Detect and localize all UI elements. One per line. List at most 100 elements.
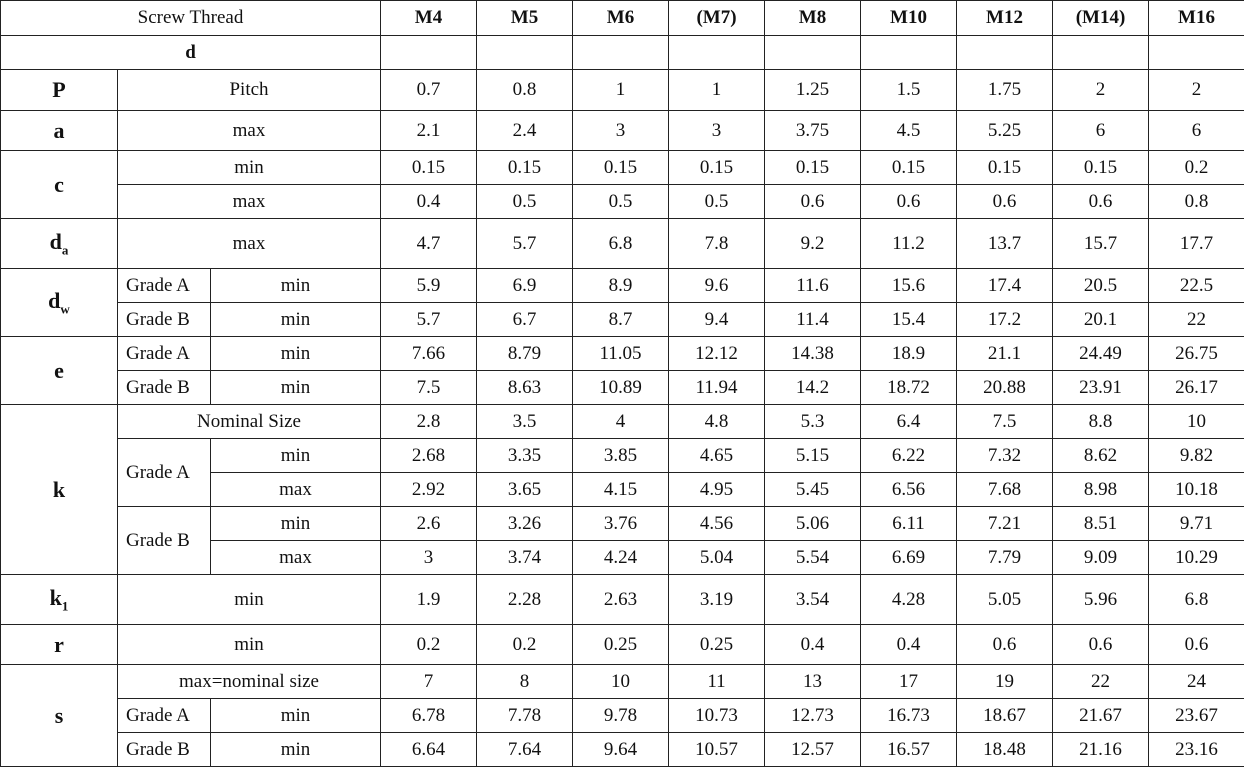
value-cell: 2: [1052, 69, 1149, 111]
value-cell: 4.24: [572, 540, 669, 575]
value-cell: 0.4: [380, 184, 477, 219]
empty-cell: [764, 35, 861, 70]
value-cell: 15.4: [860, 302, 957, 337]
value-cell: 4.65: [668, 438, 765, 473]
value-cell: 9.71: [1148, 506, 1244, 541]
grade-label: Grade A: [117, 268, 211, 303]
value-cell: 14.2: [764, 370, 861, 405]
value-cell: 22: [1052, 664, 1149, 699]
empty-cell: [1052, 35, 1149, 70]
value-cell: 0.6: [1052, 184, 1149, 219]
value-cell: 3.74: [476, 540, 573, 575]
value-cell: 3.76: [572, 506, 669, 541]
value-cell: 16.57: [860, 732, 957, 767]
value-cell: 4.7: [380, 218, 477, 269]
value-cell: 7.5: [956, 404, 1053, 439]
value-cell: 18.72: [860, 370, 957, 405]
value-cell: 5.45: [764, 472, 861, 507]
value-cell: 24: [1148, 664, 1244, 699]
value-cell: 9.09: [1052, 540, 1149, 575]
value-cell: 0.4: [860, 624, 957, 665]
value-cell: 17: [860, 664, 957, 699]
value-cell: 1.25: [764, 69, 861, 111]
value-cell: 1: [668, 69, 765, 111]
value-cell: 8: [476, 664, 573, 699]
value-cell: 6.9: [476, 268, 573, 303]
value-cell: 3: [668, 110, 765, 151]
value-cell: 7.5: [380, 370, 477, 405]
value-cell: 26.17: [1148, 370, 1244, 405]
value-cell: 21.16: [1052, 732, 1149, 767]
value-cell: 5.05: [956, 574, 1053, 625]
column-header: M10: [860, 0, 957, 36]
value-cell: 22.5: [1148, 268, 1244, 303]
value-cell: 2: [1148, 69, 1244, 111]
value-cell: 14.38: [764, 336, 861, 371]
value-cell: 23.67: [1148, 698, 1244, 733]
row-label: max: [117, 184, 381, 219]
value-cell: 5.54: [764, 540, 861, 575]
value-cell: 3.75: [764, 110, 861, 151]
value-cell: 6.64: [380, 732, 477, 767]
value-cell: 9.4: [668, 302, 765, 337]
value-cell: 0.7: [380, 69, 477, 111]
value-cell: 0.15: [764, 150, 861, 185]
value-cell: 5.7: [476, 218, 573, 269]
value-cell: 0.5: [668, 184, 765, 219]
value-cell: 12.57: [764, 732, 861, 767]
value-cell: 6.56: [860, 472, 957, 507]
value-cell: 0.2: [380, 624, 477, 665]
row-label: Nominal Size: [117, 404, 381, 439]
value-cell: 7.66: [380, 336, 477, 371]
value-cell: 1.9: [380, 574, 477, 625]
value-cell: 3.85: [572, 438, 669, 473]
value-cell: 0.6: [764, 184, 861, 219]
row-label: max: [117, 110, 381, 151]
value-cell: 0.6: [956, 624, 1053, 665]
value-cell: 0.15: [380, 150, 477, 185]
table-row: d: [0, 35, 1244, 70]
value-cell: 20.1: [1052, 302, 1149, 337]
value-cell: 5.06: [764, 506, 861, 541]
value-cell: 3.35: [476, 438, 573, 473]
value-cell: 7.79: [956, 540, 1053, 575]
value-cell: 7.8: [668, 218, 765, 269]
value-cell: 0.8: [476, 69, 573, 111]
value-cell: 11: [668, 664, 765, 699]
empty-cell: [668, 35, 765, 70]
value-cell: 10.57: [668, 732, 765, 767]
header-label: Screw Thread: [0, 0, 381, 36]
value-cell: 7: [380, 664, 477, 699]
symbol-subscript: 1: [61, 598, 69, 614]
value-cell: 2.92: [380, 472, 477, 507]
value-cell: 26.75: [1148, 336, 1244, 371]
value-cell: 7.21: [956, 506, 1053, 541]
value-cell: 15.7: [1052, 218, 1149, 269]
table-row: max 2.92 3.65 4.15 4.95 5.45 6.56 7.68 8.98 10.18: [1, 472, 1244, 507]
row-label: min: [210, 506, 381, 541]
grade-label: Grade B: [117, 370, 211, 405]
value-cell: 5.7: [380, 302, 477, 337]
value-cell: 6.8: [572, 218, 669, 269]
symbol: P: [0, 69, 118, 111]
grade-label: Grade A: [117, 438, 211, 507]
value-cell: 0.5: [572, 184, 669, 219]
row-label: min: [210, 336, 381, 371]
table-row: k Nominal Size 2.8 3.5 4 4.8 5.3 6.4 7.5 8.8 10: [0, 404, 1244, 575]
row-label: max: [210, 540, 381, 575]
value-cell: 0.4: [764, 624, 861, 665]
value-cell: 11.4: [764, 302, 861, 337]
value-cell: 24.49: [1052, 336, 1149, 371]
value-cell: 13.7: [956, 218, 1053, 269]
value-cell: 10: [1148, 404, 1244, 439]
value-cell: 8.62: [1052, 438, 1149, 473]
value-cell: 11.6: [764, 268, 861, 303]
value-cell: 0.15: [572, 150, 669, 185]
value-cell: 9.82: [1148, 438, 1244, 473]
value-cell: 7.78: [476, 698, 573, 733]
